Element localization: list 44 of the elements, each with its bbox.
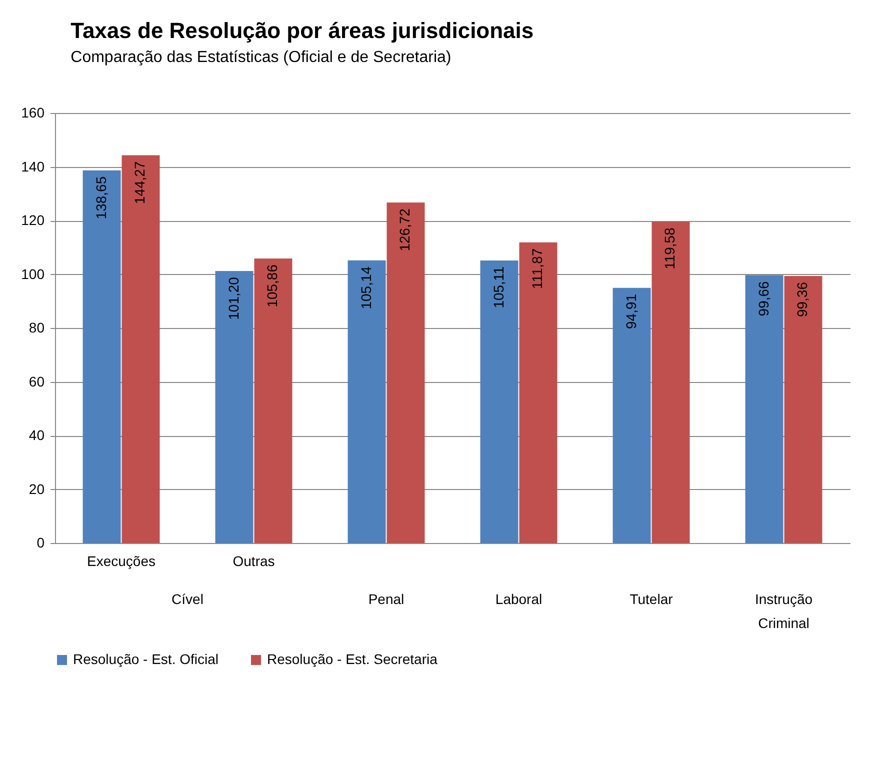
y-tick-label: 100 [21,266,45,282]
y-tick-label: 40 [28,427,45,443]
bar [652,222,690,543]
data-label: 99,66 [755,280,772,316]
x-tick-label: Instrução Criminal [754,591,813,631]
x-tick-label: Execuções [87,553,156,569]
data-label: 119,58 [662,227,678,270]
y-tick-label: 120 [21,212,45,228]
data-label: 105,14 [358,266,374,310]
bar [480,260,518,543]
y-tick-label: 80 [28,320,45,336]
bar [122,155,160,543]
text: Cível [172,591,204,607]
chart-title: Taxas de Resolução por áreas jurisdicionais [70,18,534,43]
y-tick-label: 0 [36,534,45,550]
data-label: 144,27 [132,161,148,204]
data-label: 126,72 [396,208,413,252]
chart-subtitle: Comparação das Estatísticas (Oficial e de Secretaria) [70,49,452,66]
bar [745,275,784,543]
x-tick-label: Laboral [495,591,542,607]
bar [215,271,254,543]
bar [612,288,651,543]
y-tick-label: 140 [21,158,45,174]
y-tick-label: 160 [21,104,45,120]
data-label: 105,11 [490,266,506,308]
bar [348,260,386,543]
data-label: 105,86 [264,264,280,308]
y-tick-label: 20 [28,480,45,497]
bar [82,170,121,543]
data-label: 94,91 [622,294,639,329]
bar [519,242,558,543]
x-tick-label: Penal [368,591,404,607]
legend-label: Resolução - Est. Secretaria [267,651,438,667]
x-tick-label: Outras [232,553,275,569]
data-label: 99,36 [794,282,810,318]
x-tick-label: Tutelar [630,591,674,607]
bar [386,202,425,543]
bar [784,276,822,543]
data-label: 111,87 [529,248,546,290]
y-tick-label: 60 [28,373,45,390]
legend-label: Resolução - Est. Oficial [73,651,218,667]
data-label: 101,20 [225,276,242,320]
bar [254,258,292,543]
data-label: 138,65 [92,176,109,220]
